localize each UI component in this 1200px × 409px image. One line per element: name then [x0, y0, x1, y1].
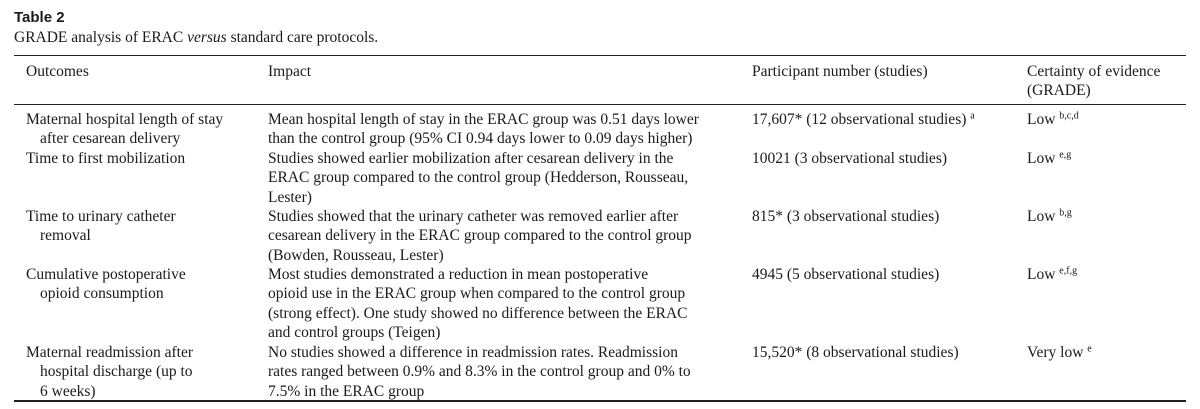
impact-line: No studies showed a difference in readmi… — [268, 344, 678, 361]
outcome-cell: Time to first mobilization — [26, 149, 185, 168]
impact-line: ERAC group compared to the control group… — [268, 169, 689, 187]
outcome-cell: Maternal hospital length of stay after c… — [26, 110, 223, 149]
impact-cell: Mean hospital length of stay in the ERAC… — [268, 110, 699, 149]
outcome-line: after cesarean delivery — [40, 130, 181, 148]
certainty-footnote: e,f,g — [1059, 265, 1078, 277]
header-impact: Impact — [268, 63, 312, 80]
impact-line: cesarean delivery in the ERAC group comp… — [268, 227, 692, 245]
header-certainty: Certainty of evidence (GRADE) — [1027, 62, 1160, 101]
outcome-cell: Cumulative postoperative opioid consumpt… — [26, 265, 186, 304]
certainty-text: Low — [1027, 111, 1056, 128]
participants-text: 10021 (3 observational studies) — [752, 150, 948, 167]
header-rule — [14, 104, 1186, 105]
caption-italic: versus — [187, 29, 227, 46]
participants-cell: 4945 (5 observational studies) — [752, 265, 939, 284]
impact-line: Lester) — [268, 188, 312, 206]
impact-line: opioid use in the ERAC group when compar… — [268, 285, 686, 303]
outcome-line: Maternal hospital length of stay — [26, 111, 224, 128]
certainty-cell: Very low e — [1027, 343, 1092, 362]
outcome-cell: Time to urinary catheter removal — [26, 207, 176, 246]
impact-line: (Bowden, Rousseau, Lester) — [268, 246, 444, 264]
outcome-line: Time to first mobilization — [26, 150, 186, 167]
header-participants: Participant number (studies) — [752, 63, 928, 80]
header-outcomes: Outcomes — [26, 63, 89, 80]
certainty-cell: Low b,g — [1027, 207, 1072, 226]
certainty-footnote: e — [1087, 343, 1092, 355]
participants-text: 15,520* (8 observational studies) — [752, 344, 959, 361]
impact-line: 7.5% in the ERAC group — [268, 382, 425, 400]
impact-cell: Most studies demonstrated a reduction in… — [268, 265, 688, 342]
impact-cell: Studies showed that the urinary catheter… — [268, 207, 692, 265]
certainty-cell: Low e,g — [1027, 149, 1071, 168]
impact-line: Most studies demonstrated a reduction in… — [268, 266, 649, 283]
certainty-text: Low — [1027, 150, 1056, 167]
outcome-line: Time to urinary catheter — [26, 208, 176, 225]
participants-cell: 17,607* (12 observational studies) a — [752, 110, 975, 129]
impact-line: and control groups (Teigen) — [268, 323, 441, 341]
participants-text: 4945 (5 observational studies) — [752, 266, 940, 283]
caption-text-1: GRADE analysis of ERAC — [14, 29, 188, 46]
header-certainty-line2: (GRADE) — [1027, 82, 1091, 100]
certainty-cell: Low e,f,g — [1027, 265, 1077, 284]
impact-cell: No studies showed a difference in readmi… — [268, 343, 691, 401]
table-caption: GRADE analysis of ERAC versus standard c… — [14, 29, 378, 47]
participants-text: 17,607* (12 observational studies) — [752, 111, 967, 128]
bottom-rule — [14, 400, 1186, 402]
header-certainty-line1: Certainty of evidence — [1027, 63, 1161, 80]
outcome-line: Cumulative postoperative — [26, 266, 186, 283]
certainty-text: Low — [1027, 208, 1056, 225]
participants-cell: 10021 (3 observational studies) — [752, 149, 947, 168]
impact-line: Studies showed that the urinary catheter… — [268, 208, 679, 225]
impact-line: (strong effect). One study showed no dif… — [268, 304, 688, 322]
outcome-line: hospital discharge (up to — [40, 363, 193, 381]
certainty-text: Very low — [1027, 344, 1084, 361]
certainty-text: Low — [1027, 266, 1056, 283]
table-label: Table 2 — [14, 9, 65, 26]
impact-line: rates ranged between 0.9% and 8.3% in th… — [268, 363, 691, 381]
caption-text-2: standard care protocols. — [226, 29, 379, 46]
certainty-footnote: e,g — [1059, 149, 1072, 161]
outcome-line: opioid consumption — [40, 285, 164, 303]
certainty-footnote: b,g — [1059, 207, 1072, 219]
certainty-cell: Low b,c,d — [1027, 110, 1079, 129]
impact-line: Studies showed earlier mobilization afte… — [268, 150, 674, 167]
certainty-footnote: b,c,d — [1059, 110, 1079, 122]
outcome-line: 6 weeks) — [40, 382, 96, 400]
participants-footnote: a — [970, 110, 975, 122]
outcome-line: Maternal readmission after — [26, 344, 193, 361]
participants-text: 815* (3 observational studies) — [752, 208, 940, 225]
impact-line: than the control group (95% CI 0.94 days… — [268, 130, 693, 148]
participants-cell: 815* (3 observational studies) — [752, 207, 939, 226]
participants-cell: 15,520* (8 observational studies) — [752, 343, 959, 362]
outcome-cell: Maternal readmission after hospital disc… — [26, 343, 193, 401]
top-rule — [14, 55, 1186, 56]
impact-line: Mean hospital length of stay in the ERAC… — [268, 111, 699, 128]
outcome-line: removal — [40, 227, 91, 245]
impact-cell: Studies showed earlier mobilization afte… — [268, 149, 688, 207]
